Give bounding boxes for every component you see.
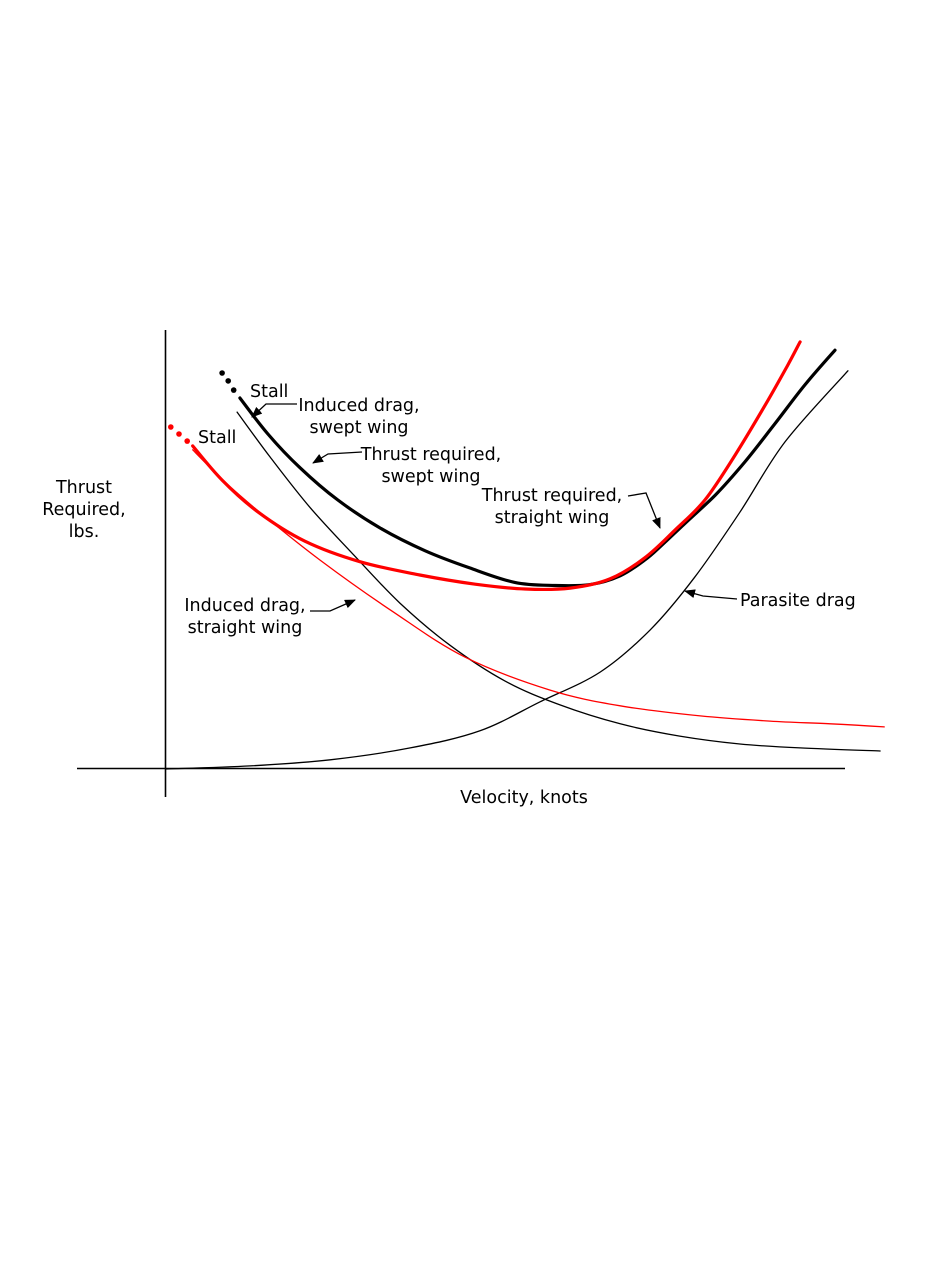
stall-label-swept: Stall: [250, 382, 288, 402]
curve-induced-drag-swept-wing: [236, 411, 881, 752]
svg-text:swept wing: swept wing: [309, 418, 408, 438]
svg-text:lbs.: lbs.: [69, 522, 100, 542]
stall-dot: [176, 431, 182, 437]
svg-text:straight wing: straight wing: [495, 508, 610, 528]
leader-arrow-thrust-required-straight: [627, 492, 661, 529]
leader-arrow-thrust-required-swept: [312, 451, 363, 464]
leader-arrow-induced-drag-straight: [310, 599, 356, 612]
axes: [77, 330, 845, 797]
induced-drag-swept-label: Induced drag, swept wing: [298, 396, 419, 438]
stall-dot: [168, 424, 174, 430]
thrust-required-straight-label: Thrust required, straight wing: [481, 486, 623, 528]
stall-dot: [230, 387, 237, 393]
parasite-drag-label: Parasite drag: [740, 591, 856, 611]
leader-arrow-induced-drag-swept: [251, 403, 297, 418]
stall-dot: [225, 378, 231, 384]
induced-drag-straight-label: Induced drag, straight wing: [184, 596, 305, 638]
svg-text:Thrust required,: Thrust required,: [360, 445, 502, 465]
stall-dots-straight-wing: [168, 424, 190, 444]
svg-text:swept wing: swept wing: [381, 467, 480, 487]
x-axis-label: Velocity, knots: [460, 788, 588, 808]
stall-dot: [219, 370, 225, 376]
leader-arrow-parasite-drag: [684, 589, 738, 600]
svg-text:Induced drag,: Induced drag,: [184, 596, 305, 616]
y-axis-label: Thrust Required, lbs.: [42, 478, 125, 542]
svg-text:Induced drag,: Induced drag,: [298, 396, 419, 416]
svg-text:Thrust: Thrust: [55, 478, 112, 498]
curve-thrust-required-straight-wing: [191, 340, 802, 592]
stall-dots-swept-wing: [219, 370, 237, 393]
svg-text:Thrust required,: Thrust required,: [481, 486, 623, 506]
curve-parasite-drag: [165, 370, 849, 770]
stall-dot: [184, 438, 190, 444]
thrust-required-swept-label: Thrust required, swept wing: [360, 445, 502, 487]
stall-label-straight: Stall: [198, 428, 236, 448]
svg-text:Required,: Required,: [42, 500, 125, 520]
svg-text:straight wing: straight wing: [188, 618, 303, 638]
